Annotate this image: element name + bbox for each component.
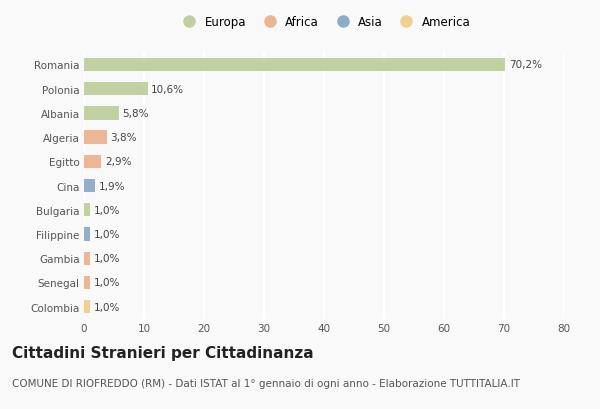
Bar: [84, 300, 90, 314]
Bar: [84, 58, 505, 72]
Text: 3,8%: 3,8%: [110, 133, 137, 143]
Text: 2,9%: 2,9%: [105, 157, 131, 167]
Bar: [84, 276, 90, 290]
Bar: [84, 252, 90, 265]
Text: COMUNE DI RIOFREDDO (RM) - Dati ISTAT al 1° gennaio di ogni anno - Elaborazione : COMUNE DI RIOFREDDO (RM) - Dati ISTAT al…: [12, 378, 520, 388]
Text: 5,8%: 5,8%: [122, 109, 149, 119]
Bar: [84, 155, 101, 169]
Text: 1,0%: 1,0%: [94, 229, 120, 239]
Text: 1,0%: 1,0%: [94, 205, 120, 215]
Bar: [84, 180, 95, 193]
Legend: Europa, Africa, Asia, America: Europa, Africa, Asia, America: [173, 11, 475, 34]
Bar: [84, 131, 107, 144]
Text: Cittadini Stranieri per Cittadinanza: Cittadini Stranieri per Cittadinanza: [12, 346, 314, 361]
Text: 1,0%: 1,0%: [94, 278, 120, 288]
Bar: [84, 83, 148, 96]
Bar: [84, 107, 119, 120]
Text: 10,6%: 10,6%: [151, 84, 184, 94]
Bar: [84, 204, 90, 217]
Text: 1,0%: 1,0%: [94, 254, 120, 263]
Text: 1,0%: 1,0%: [94, 302, 120, 312]
Text: 1,9%: 1,9%: [99, 181, 125, 191]
Bar: [84, 228, 90, 241]
Text: 70,2%: 70,2%: [509, 60, 542, 70]
